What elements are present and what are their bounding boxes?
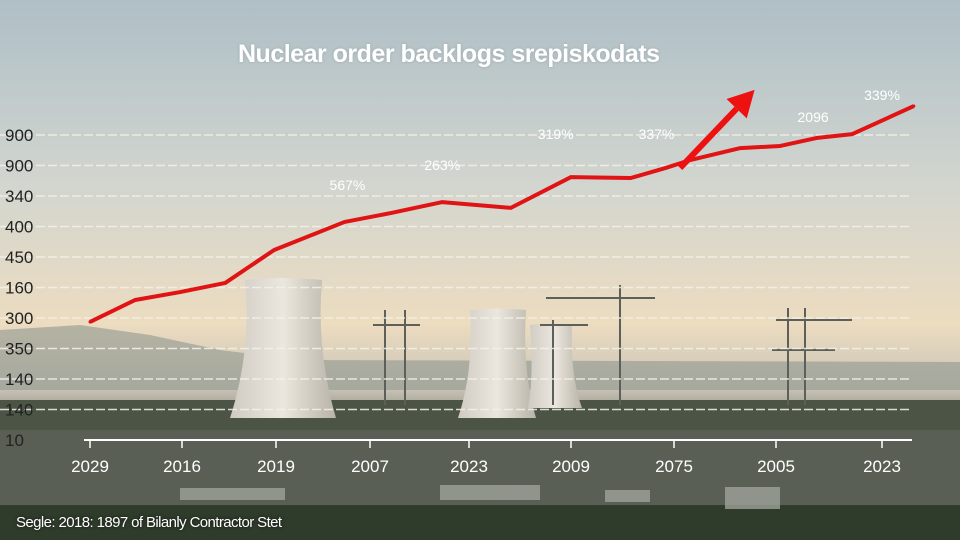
y-tick-label: 140 xyxy=(5,401,33,420)
trend-arrow-head-icon xyxy=(726,89,755,119)
x-tick-label: 2075 xyxy=(655,457,693,476)
data-point xyxy=(814,136,818,140)
y-tick-label: 900 xyxy=(5,126,33,145)
y-tick-label: 300 xyxy=(5,309,33,328)
x-tick-label: 2005 xyxy=(757,457,795,476)
y-tick-label: 900 xyxy=(5,157,33,176)
data-point xyxy=(509,206,513,210)
data-label: 339% xyxy=(864,87,900,103)
data-point xyxy=(440,200,444,204)
data-point xyxy=(738,146,742,150)
data-point xyxy=(178,290,182,294)
y-tick-label: 350 xyxy=(5,340,33,359)
x-tick-label: 2019 xyxy=(257,457,295,476)
x-tick-label: 2009 xyxy=(552,457,590,476)
data-point xyxy=(850,132,854,136)
y-tick-label: 340 xyxy=(5,187,33,206)
data-point xyxy=(569,175,573,179)
data-label: 319% xyxy=(538,126,574,142)
data-point xyxy=(778,144,782,148)
chart-title: Nuclear order backlogs srepiskodats xyxy=(238,40,660,68)
y-tick-label: 160 xyxy=(5,279,33,298)
data-point xyxy=(88,320,92,324)
x-tick-label: 2023 xyxy=(863,457,901,476)
x-tick-label: 2023 xyxy=(450,457,488,476)
trend-arrow-shaft xyxy=(677,106,739,171)
data-label: 567% xyxy=(330,177,366,193)
data-point xyxy=(343,220,347,224)
y-tick-label: 10 xyxy=(5,431,24,450)
data-point xyxy=(664,166,668,170)
y-tick-label: 400 xyxy=(5,218,33,237)
y-tick-label: 450 xyxy=(5,248,33,267)
data-point xyxy=(223,281,227,285)
data-point xyxy=(629,176,633,180)
x-tick-label: 2016 xyxy=(163,457,201,476)
x-tick-label: 2029 xyxy=(71,457,109,476)
y-tick-label: 140 xyxy=(5,370,33,389)
x-tick-label: 2007 xyxy=(351,457,389,476)
data-point xyxy=(133,298,137,302)
series-line xyxy=(89,104,915,324)
data-label: 263% xyxy=(424,157,460,173)
data-label: 337% xyxy=(639,126,675,142)
data-point xyxy=(389,211,393,215)
data-point xyxy=(912,104,916,108)
source-note: Segle: 2018: 1897 of Bilanly Contractor … xyxy=(16,514,282,531)
data-label: 2096 xyxy=(798,109,829,125)
data-point xyxy=(272,248,276,252)
